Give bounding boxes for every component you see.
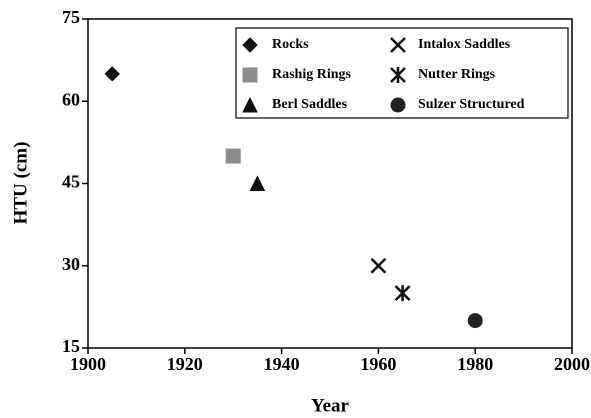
x-tick-label: 1940 [264,354,300,374]
legend-label: Berl Saddles [272,97,348,112]
legend-marker [390,97,406,113]
point [249,175,266,191]
y-tick-label: 15 [62,336,80,356]
y-tick-label: 60 [62,89,80,109]
x-tick-label: 1980 [457,354,493,374]
x-tick-label: 2000 [554,354,590,374]
legend-label: Rocks [272,37,309,52]
x-axis-label: Year [311,395,350,416]
y-axis-label: HTU (cm) [10,142,31,225]
x-tick-label: 1960 [360,354,396,374]
y-tick-label: 30 [62,254,80,274]
point [394,285,411,302]
point [370,257,387,274]
legend-marker [390,37,406,53]
y-tick-label: 75 [62,7,80,27]
legend-label: Intalox Saddles [418,37,511,52]
legend-marker [242,37,258,53]
point [225,148,241,164]
legend-marker [242,96,258,113]
legend-marker [390,67,406,83]
y-tick-label: 45 [62,172,80,192]
legend-label: Sulzer Structured [418,97,525,112]
x-tick-label: 1900 [70,354,106,374]
x-tick-label: 1920 [167,354,203,374]
point [467,313,483,329]
point [104,66,120,82]
legend-marker [242,67,258,83]
legend-label: Nutter Rings [418,67,496,82]
legend-label: Rashig Rings [272,67,352,82]
